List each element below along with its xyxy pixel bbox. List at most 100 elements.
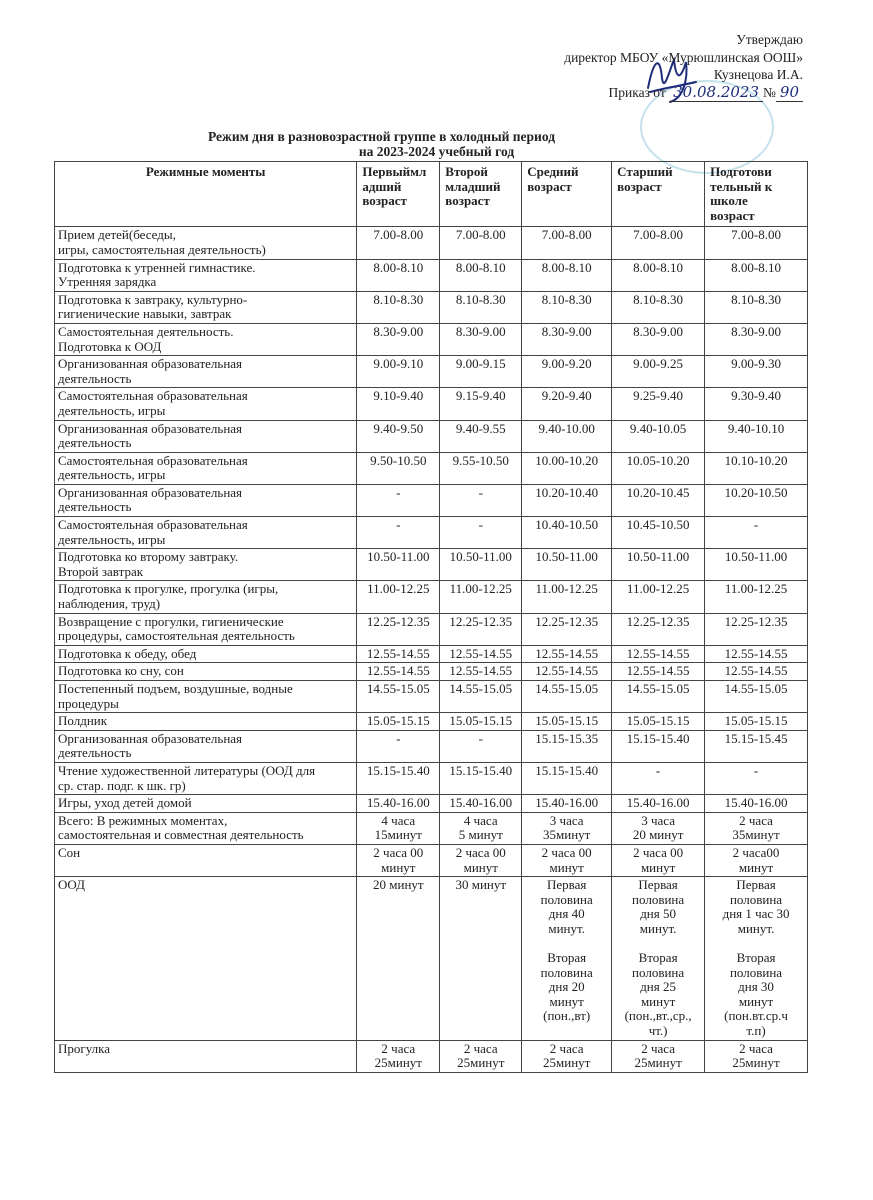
time-cell: 8.00-8.10 [521, 258, 613, 292]
time-cell: 11.00-12.25 [704, 580, 808, 614]
approval-director: директор МБОУ «Мурюшлинская ООШ» [564, 49, 803, 65]
order-date: 30.08.2023 [669, 82, 764, 102]
activity-cell: Подготовка к прогулке, прогулка (игры, н… [53, 580, 358, 614]
time-cell: 8.30-9.00 [356, 322, 441, 357]
time-cell: 8.30-9.00 [439, 322, 523, 357]
time-cell: 15.15-15.40 [521, 761, 613, 796]
time-cell: 8.30-9.00 [704, 322, 808, 357]
time-cell: 2 часа 00 минут [611, 843, 706, 878]
activity-cell: Организованная образовательная деятельно… [53, 483, 358, 518]
table-row: Полдник 15.05-15.15 15.05-15.15 15.05-15.15… [53, 712, 808, 731]
activity-cell: Организованная образовательная деятельно… [53, 729, 358, 763]
activity-cell: Всего: В режимных моментах, самостоятель… [53, 811, 358, 845]
time-cell: 12.55-14.55 [439, 644, 523, 664]
time-cell: 8.30-9.00 [611, 322, 706, 357]
time-cell: Первая половина дня 40 минут. Вторая пол… [521, 876, 613, 1041]
table-row: Возвращение с прогулки, гигиенические пр… [53, 612, 808, 646]
time-cell: 2 часа 25минут [521, 1039, 613, 1073]
time-cell: - [611, 761, 706, 796]
time-cell: 15.05-15.15 [521, 712, 613, 731]
time-cell: 15.05-15.15 [439, 712, 523, 731]
time-cell: 10.05-10.20 [611, 451, 706, 485]
time-cell: 14.55-15.05 [356, 679, 441, 714]
time-cell: 12.55-14.55 [611, 662, 706, 681]
header-age-group: Старший возраст [611, 160, 706, 228]
time-cell: 10.20-10.45 [611, 483, 706, 518]
time-cell: 12.55-14.55 [356, 662, 441, 681]
time-cell: 7.00-8.00 [704, 226, 808, 260]
time-cell: 10.50-11.00 [521, 548, 613, 582]
table-row: Организованная образовательная деятельно… [53, 355, 808, 389]
time-cell: 10.00-10.20 [521, 451, 613, 485]
order-number: 90 [775, 82, 803, 102]
activity-cell: Постепенный подъем, воздушные, водные пр… [53, 679, 358, 714]
document-title: Режим дня в разновозрастной группе в хол… [0, 129, 873, 159]
time-cell: 12.25-12.35 [356, 612, 441, 646]
time-cell: 12.55-14.55 [704, 644, 808, 664]
activity-cell: Подготовка к завтраку, культурно- гигиен… [53, 290, 358, 324]
time-cell: 8.00-8.10 [439, 258, 523, 292]
time-cell: 8.00-8.10 [704, 258, 808, 292]
table-body: Прием детей(беседы, игры, самостоятельна… [53, 226, 808, 1073]
time-cell: 2 часа 25минут [439, 1039, 523, 1073]
time-cell: 14.55-15.05 [704, 679, 808, 714]
table-row: Всего: В режимных моментах, самостоятель… [53, 811, 808, 845]
approval-heading: Утверждаю [736, 32, 803, 47]
time-cell: 9.00-9.25 [611, 355, 706, 389]
table-row: Постепенный подъем, воздушные, водные пр… [53, 679, 808, 714]
time-cell: 15.40-16.00 [521, 794, 613, 813]
time-cell: 4 часа 5 минут [439, 811, 523, 845]
director-signature [647, 56, 697, 103]
time-cell: 15.40-16.00 [704, 794, 808, 813]
table-row: Игры, уход детей домой 15.40-16.00 15.40-1… [53, 794, 808, 813]
time-cell: 15.15-15.40 [611, 729, 706, 763]
time-cell: 8.10-8.30 [356, 290, 441, 324]
time-cell: 14.55-15.05 [521, 679, 613, 714]
time-cell: 15.15-15.40 [439, 761, 523, 796]
time-cell: 15.15-15.35 [521, 729, 613, 763]
time-cell: 2 часа 00 минут [521, 843, 613, 878]
time-cell: 9.40-10.10 [704, 419, 808, 453]
order-prefix: Приказ от [608, 84, 666, 100]
time-cell: 14.55-15.05 [439, 679, 523, 714]
time-cell: 11.00-12.25 [611, 580, 706, 614]
time-cell: 9.00-9.30 [704, 355, 808, 389]
activity-cell: Самостоятельная деятельность. Подготовка… [53, 322, 358, 357]
activity-cell: Полдник [53, 712, 358, 731]
activity-cell: Прогулка [53, 1039, 358, 1073]
time-cell: 3 часа 35минут [521, 811, 613, 845]
time-cell: 11.00-12.25 [439, 580, 523, 614]
time-cell: 9.40-10.05 [611, 419, 706, 453]
time-cell: 15.40-16.00 [439, 794, 523, 813]
time-cell: 10.10-10.20 [704, 451, 808, 485]
time-cell: 14.55-15.05 [611, 679, 706, 714]
time-cell: - [356, 483, 441, 518]
time-cell: 10.40-10.50 [521, 516, 613, 550]
time-cell: 10.45-10.50 [611, 516, 706, 550]
time-cell: 2 часа00 минут [704, 843, 808, 878]
time-cell: - [439, 729, 523, 763]
header-regime: Режимные моменты [53, 160, 358, 228]
approval-name: Кузнецова И.А. [713, 67, 803, 82]
time-cell: 12.55-14.55 [521, 644, 613, 664]
time-cell: - [704, 761, 808, 796]
time-cell: 12.55-14.55 [439, 662, 523, 681]
table-row: Подготовка к утренней гимнастике. Утренн… [53, 258, 808, 292]
table-row: Самостоятельная образовательная деятельн… [53, 451, 808, 485]
time-cell: 9.00-9.15 [439, 355, 523, 389]
time-cell: 10.50-11.00 [356, 548, 441, 582]
time-cell: 30 минут [439, 876, 523, 1041]
time-cell: 12.55-14.55 [704, 662, 808, 681]
time-cell: 20 минут [356, 876, 441, 1041]
time-cell: 9.00-9.20 [521, 355, 613, 389]
time-cell: 7.00-8.00 [439, 226, 523, 260]
table-row: ООД 20 минут 30 минут Первая половина дня 4… [53, 876, 808, 1041]
activity-cell: Подготовка к обеду, обед [53, 644, 358, 664]
activity-cell: Самостоятельная образовательная деятельн… [53, 387, 358, 421]
table-row: Прием детей(беседы, игры, самостоятельна… [53, 226, 808, 260]
time-cell: 15.05-15.15 [356, 712, 441, 731]
time-cell: 15.40-16.00 [611, 794, 706, 813]
activity-cell: Чтение художественной литературы (ООД дл… [53, 761, 358, 796]
time-cell: 8.10-8.30 [439, 290, 523, 324]
schedule-table: Режимные моменты Первыймл адший возраст Вт… [53, 160, 808, 1073]
